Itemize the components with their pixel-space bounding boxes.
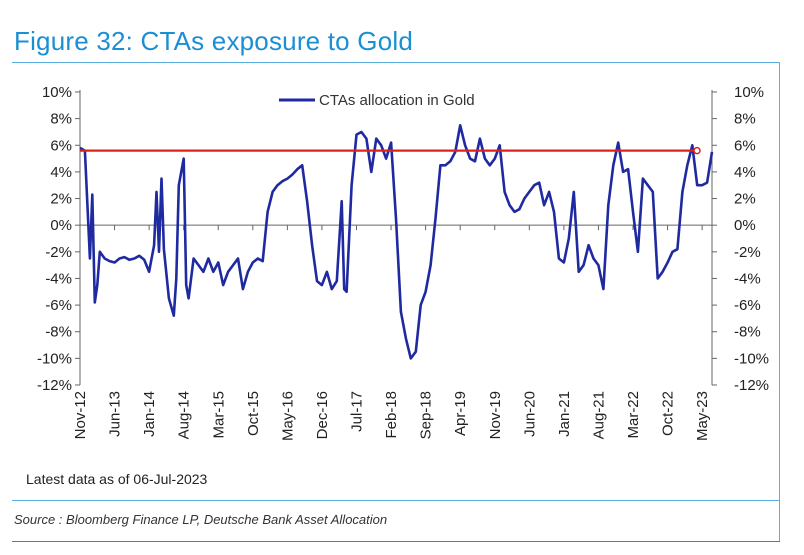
x-tick-label: Jun-13	[107, 391, 124, 437]
y-tick-label-left: -2%	[45, 244, 72, 261]
y-tick-label-left: -12%	[37, 377, 72, 394]
y-tick-label-left: 8%	[50, 111, 72, 128]
y-tick-label-left: 0%	[50, 217, 72, 234]
y-tick-label-right: 10%	[734, 84, 764, 101]
y-tick-label-right: -10%	[734, 350, 769, 367]
x-tick-label: Aug-21	[590, 391, 607, 439]
y-axis-left: 10% 8% 6% 4% 2% 0% -2% -4% -6% -8% -10% -12%	[37, 84, 80, 394]
legend: CTAs allocation in Gold	[279, 92, 475, 109]
y-tick-label-left: -10%	[37, 350, 72, 367]
figure-title: Figure 32: CTAs exposure to Gold	[14, 26, 413, 56]
y-tick-label-right: -4%	[734, 270, 761, 287]
x-tick-label: Mar-15	[210, 391, 227, 439]
y-tick-label-left: -8%	[45, 324, 72, 341]
y-tick-label-right: 8%	[734, 111, 756, 128]
x-tick-label: Oct-15	[245, 391, 262, 436]
x-tick-label: Nov-12	[72, 391, 89, 439]
y-axis-right: 10% 8% 6% 4% 2% 0% -2% -4% -6% -8% -10% -12%	[712, 84, 769, 394]
y-tick-label-right: 6%	[734, 137, 756, 154]
x-tick-label: Sep-18	[418, 391, 435, 439]
x-tick-label: Aug-14	[176, 391, 193, 439]
x-tick-label: Nov-19	[487, 391, 504, 439]
title-divider	[12, 62, 780, 63]
y-tick-label-right: -12%	[734, 377, 769, 394]
y-tick-label-left: 10%	[42, 84, 72, 101]
x-tick-label: Mar-22	[625, 391, 642, 439]
latest-data-note: Latest data as of 06-Jul-2023	[26, 471, 208, 487]
x-tick-label: Jun-20	[521, 391, 538, 437]
y-tick-label-right: 2%	[734, 191, 756, 208]
bottom-divider	[12, 541, 780, 542]
y-tick-label-right: 4%	[734, 164, 756, 181]
x-tick-label: Jul-17	[349, 391, 366, 432]
source-note: Source : Bloomberg Finance LP, Deutsche …	[14, 512, 388, 527]
x-axis: Nov-12 Jun-13 Jan-14 Aug-14 Mar-15 Oct-15 May-…	[72, 225, 711, 441]
y-tick-label-left: -6%	[45, 297, 72, 314]
legend-label: CTAs allocation in Gold	[319, 92, 475, 109]
x-tick-label: May-16	[279, 391, 296, 441]
series-layer	[79, 124, 714, 360]
y-tick-label-left: 6%	[50, 137, 72, 154]
right-border	[779, 62, 780, 542]
y-tick-label-right: -8%	[734, 324, 761, 341]
y-tick-label-right: -6%	[734, 297, 761, 314]
y-tick-label-right: -2%	[734, 244, 761, 261]
series-line-cta-gold	[79, 124, 714, 360]
x-tick-label: Oct-22	[660, 391, 677, 436]
y-tick-label-right: 0%	[734, 217, 756, 234]
x-tick-label: Jan-14	[141, 391, 158, 437]
y-tick-label-left: 2%	[50, 191, 72, 208]
x-tick-label: Jan-21	[556, 391, 573, 437]
x-tick-label: Dec-16	[314, 391, 331, 439]
y-tick-label-left: -4%	[45, 270, 72, 287]
x-tick-label: Feb-18	[383, 391, 400, 439]
x-tick-label: May-23	[694, 391, 711, 441]
y-tick-label-left: 4%	[50, 164, 72, 181]
latest-point-marker	[693, 146, 701, 155]
x-tick-label: Apr-19	[452, 391, 469, 436]
source-divider	[12, 500, 780, 501]
